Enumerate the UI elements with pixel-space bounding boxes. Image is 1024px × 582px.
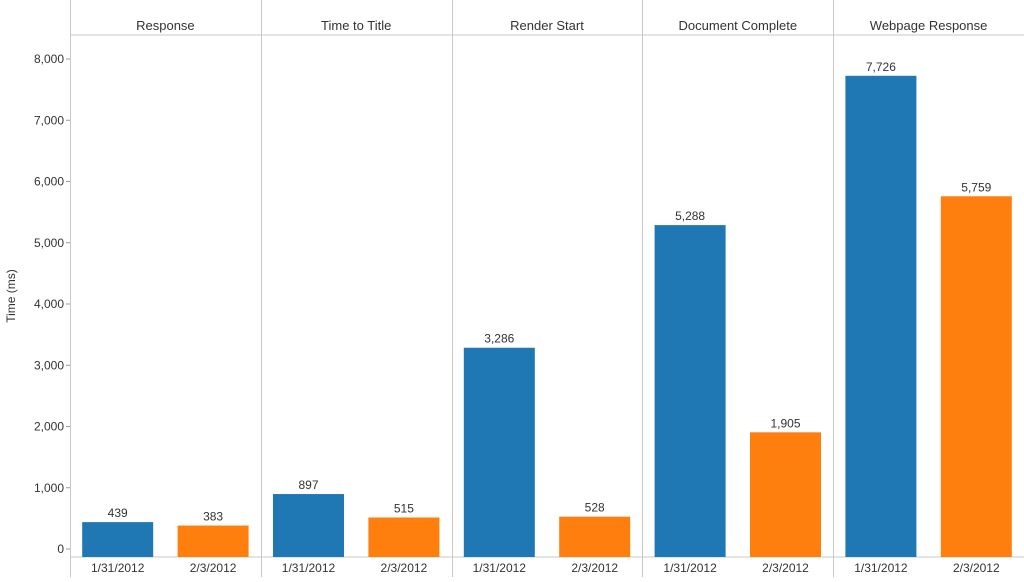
bar	[177, 525, 249, 557]
x-tick-label: 2/3/2012	[381, 561, 428, 575]
y-tick-label: 7,000	[34, 113, 64, 127]
x-tick-label: 1/31/2012	[91, 561, 145, 575]
bar-value-label: 528	[585, 501, 605, 515]
bar	[463, 347, 535, 557]
bar-value-label: 5,759	[961, 180, 991, 194]
x-tick-label: 1/31/2012	[663, 561, 717, 575]
x-tick-label: 2/3/2012	[571, 561, 618, 575]
y-tick-label: 2,000	[34, 420, 64, 434]
panel-title: Render Start	[510, 18, 584, 33]
y-tick-label: 8,000	[34, 52, 64, 66]
x-tick-label: 1/31/2012	[854, 561, 908, 575]
x-tick-label: 1/31/2012	[473, 561, 527, 575]
bar-value-label: 439	[108, 506, 128, 520]
y-tick-label: 5,000	[34, 236, 64, 250]
panel-title: Time to Title	[321, 18, 391, 33]
bar	[750, 432, 821, 557]
bar	[654, 225, 726, 558]
y-tick-label: 6,000	[34, 175, 64, 189]
bar-value-label: 383	[203, 510, 223, 524]
panel-title: Response	[136, 18, 195, 33]
y-tick-label: 4,000	[34, 297, 64, 311]
bar	[273, 494, 344, 557]
x-tick-label: 2/3/2012	[190, 561, 237, 575]
bar-value-label: 1,905	[770, 416, 800, 430]
x-tick-label: 2/3/2012	[953, 561, 1000, 575]
bar	[559, 516, 631, 557]
bar	[368, 517, 440, 557]
bar-value-label: 5,288	[675, 209, 705, 223]
x-tick-label: 2/3/2012	[762, 561, 809, 575]
panel-title: Webpage Response	[870, 18, 988, 33]
bar-value-label: 7,726	[866, 60, 896, 74]
bar-value-label: 3,286	[484, 332, 514, 346]
panel-title: Document Complete	[679, 18, 798, 33]
bar	[82, 522, 154, 557]
bar	[940, 196, 1012, 558]
bar-value-label: 897	[298, 478, 318, 492]
y-axis-title: Time (ms)	[4, 269, 18, 323]
bar-value-label: 515	[394, 501, 414, 515]
bar	[845, 75, 917, 557]
x-tick-label: 1/31/2012	[282, 561, 336, 575]
y-tick-label: 1,000	[34, 481, 64, 495]
y-tick-label: 0	[57, 542, 64, 556]
y-tick-label: 3,000	[34, 358, 64, 372]
